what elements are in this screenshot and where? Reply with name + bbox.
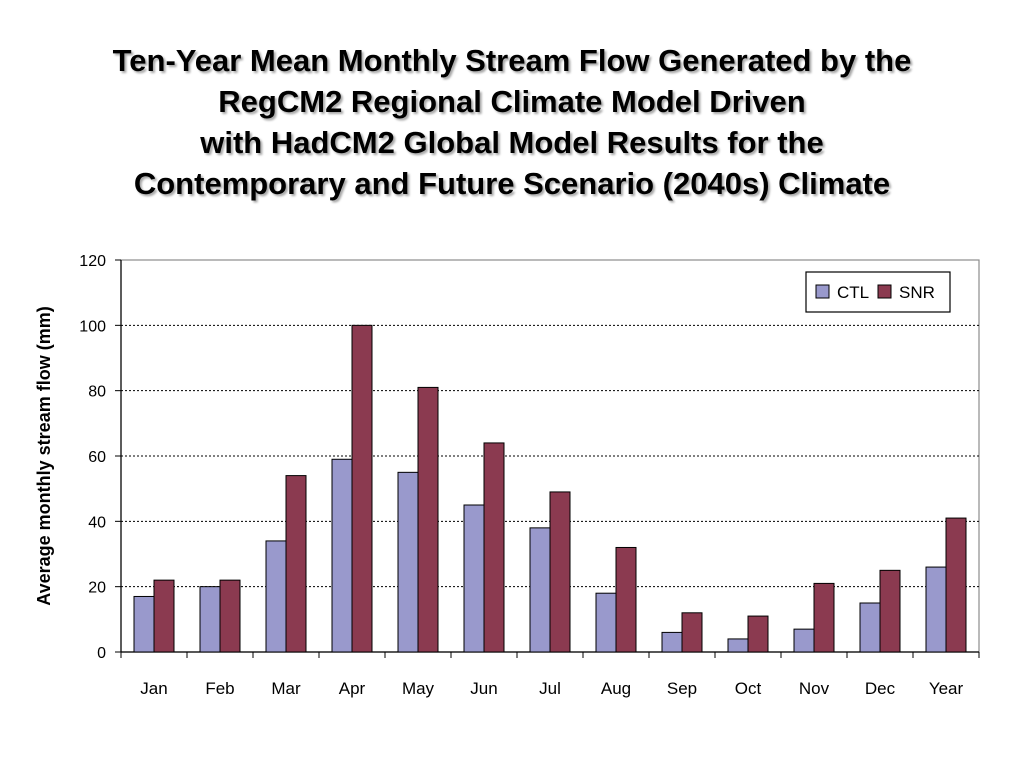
bar-snr (681, 612, 703, 653)
bar-snr (219, 579, 241, 653)
chart-title-line-2: RegCM2 Regional Climate Model Driven (218, 84, 806, 119)
chart-title: Ten-Year Mean Monthly Stream Flow Genera… (0, 40, 1024, 204)
bar-snr (351, 324, 373, 653)
y-tick-label: 80 (88, 384, 106, 401)
bar-snr (747, 615, 769, 653)
bar-ctl (529, 527, 551, 653)
bar-snr (285, 475, 307, 653)
bar-snr (879, 569, 901, 653)
bar-snr (813, 582, 835, 653)
legend-label-snr: SNR (899, 283, 935, 302)
bar-ctl (661, 631, 683, 653)
x-tick-label: May (402, 679, 435, 698)
chart-title-line-1: Ten-Year Mean Monthly Stream Flow Genera… (112, 43, 912, 78)
x-tick-label: Dec (865, 679, 896, 698)
y-tick-label: 100 (79, 318, 106, 335)
y-tick-label: 0 (97, 645, 106, 662)
bar-ctl (925, 566, 947, 653)
y-tick-label: 60 (88, 449, 106, 466)
bar-snr (483, 442, 505, 653)
y-tick-label: 20 (88, 580, 106, 597)
x-tick-label: Year (929, 679, 964, 698)
x-tick-label: Nov (799, 679, 830, 698)
x-tick-label: Sep (667, 679, 697, 698)
x-tick-label: Jan (140, 679, 167, 698)
bar-ctl (595, 592, 617, 653)
y-tick-label: 40 (88, 514, 106, 531)
chart-title-line-4: Contemporary and Future Scenario (2040s)… (133, 166, 891, 201)
legend-swatch-ctl (815, 284, 830, 299)
x-tick-label: Jun (470, 679, 497, 698)
x-tick-label: Feb (205, 679, 234, 698)
bar-ctl (331, 458, 353, 653)
bar-ctl (199, 586, 221, 653)
x-tick-label: Jul (539, 679, 561, 698)
y-axis-label: Average monthly stream flow (mm) (34, 306, 54, 605)
x-tick-label: Oct (735, 679, 762, 698)
bar-snr (153, 579, 175, 653)
bar-ctl (727, 638, 749, 653)
bar-ctl (397, 471, 419, 653)
x-tick-label: Apr (339, 679, 366, 698)
chart-title-line-3: with HadCM2 Global Model Results for the (200, 125, 824, 160)
legend-swatch-snr (877, 284, 892, 299)
bar-ctl (793, 628, 815, 653)
bar-snr (417, 386, 439, 653)
y-tick-label: 120 (79, 253, 106, 270)
legend-label-ctl: CTL (837, 283, 869, 302)
bar-ctl (463, 504, 485, 653)
bar-ctl (265, 540, 287, 653)
bar-ctl (133, 595, 155, 653)
bar-snr (549, 491, 571, 653)
legend-box (805, 271, 951, 313)
x-tick-label: Mar (271, 679, 301, 698)
bar-ctl (859, 602, 881, 653)
bar-snr (945, 517, 967, 653)
bar-snr (615, 546, 637, 653)
x-tick-label: Aug (601, 679, 631, 698)
